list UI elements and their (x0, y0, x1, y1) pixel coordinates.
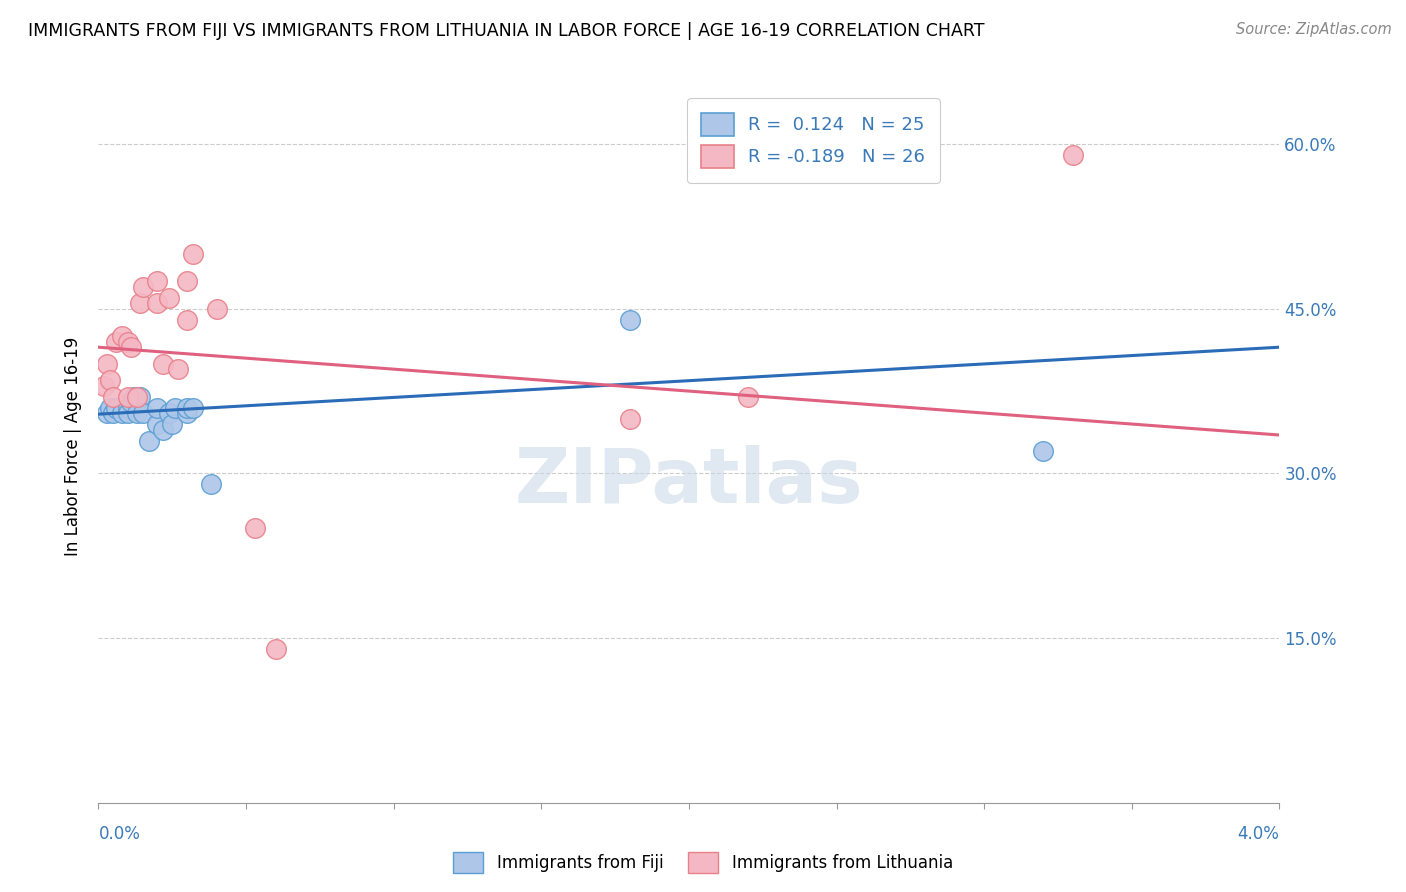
Point (737, 390, 759, 404)
Point (125, 406, 148, 420)
Point (176, 274, 198, 288)
Point (93, 378, 115, 392)
Point (619, 411, 641, 425)
Text: Source: ZipAtlas.com: Source: ZipAtlas.com (1236, 22, 1392, 37)
Point (146, 296, 169, 310)
Point (176, 312, 198, 326)
Point (181, 401, 204, 415)
Point (122, 390, 145, 404)
Point (243, 521, 266, 535)
Point (117, 390, 139, 404)
Point (128, 390, 150, 404)
Point (103, 406, 125, 420)
Text: 0.0%: 0.0% (98, 825, 141, 843)
Point (152, 423, 174, 437)
Point (146, 401, 169, 415)
Point (176, 406, 198, 420)
Point (96, 406, 118, 420)
Point (181, 247, 204, 261)
Point (117, 401, 139, 415)
Point (146, 417, 169, 431)
Point (157, 406, 180, 420)
Point (176, 401, 198, 415)
Point (105, 401, 128, 415)
Point (117, 334, 139, 349)
Point (120, 395, 142, 409)
Point (132, 406, 155, 420)
Point (120, 340, 142, 354)
Point (162, 417, 183, 431)
Text: ZIPatlas: ZIPatlas (515, 445, 863, 518)
Point (1032, 444, 1054, 458)
Point (98, 401, 121, 415)
Point (105, 334, 128, 349)
Point (619, 312, 641, 326)
Y-axis label: In Labor Force | Age 16-19: In Labor Force | Age 16-19 (65, 336, 83, 556)
Point (152, 357, 174, 371)
Point (103, 390, 125, 404)
Point (96, 357, 118, 371)
Point (98, 373, 121, 387)
Point (117, 406, 139, 420)
Legend: R =  0.124   N = 25, R = -0.189   N = 26: R = 0.124 N = 25, R = -0.189 N = 26 (688, 98, 939, 183)
Point (111, 406, 134, 420)
Point (111, 329, 134, 343)
Legend: Immigrants from Fiji, Immigrants from Lithuania: Immigrants from Fiji, Immigrants from Li… (447, 846, 959, 880)
Text: 4.0%: 4.0% (1237, 825, 1279, 843)
Point (157, 291, 180, 305)
Point (165, 401, 187, 415)
Text: IMMIGRANTS FROM FIJI VS IMMIGRANTS FROM LITHUANIA IN LABOR FORCE | AGE 16-19 COR: IMMIGRANTS FROM FIJI VS IMMIGRANTS FROM … (28, 22, 984, 40)
Point (264, 642, 287, 657)
Point (146, 274, 169, 288)
Point (200, 477, 222, 491)
Point (125, 390, 148, 404)
Point (132, 280, 155, 294)
Point (205, 301, 228, 316)
Point (1062, 148, 1084, 162)
Point (167, 362, 190, 376)
Point (128, 296, 150, 310)
Point (138, 434, 160, 448)
